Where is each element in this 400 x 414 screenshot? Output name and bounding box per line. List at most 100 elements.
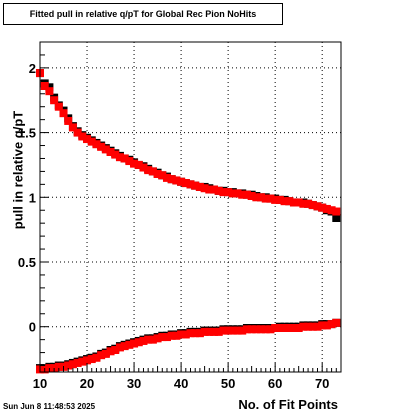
series-1-point [200, 184, 209, 193]
x-tick-label: 30 [127, 376, 141, 391]
series-3-point [318, 321, 327, 330]
y-tick-label: 1.5 [18, 126, 36, 141]
series-1-point [228, 189, 237, 198]
series-3-point [257, 325, 266, 334]
series-3-point [224, 326, 233, 335]
series-1-point [162, 173, 171, 182]
series-3-point [162, 333, 171, 342]
series-3-point [327, 320, 336, 329]
series-1-point [92, 140, 101, 149]
series-1-point [280, 197, 289, 206]
series-3-point [271, 324, 280, 332]
x-tick-label: 70 [315, 376, 329, 391]
series-1-point [214, 186, 223, 195]
data-points [36, 69, 341, 374]
series-3-point [115, 343, 124, 352]
series-1-point [224, 188, 233, 197]
series-1-point [285, 197, 294, 206]
series-1-point [125, 157, 134, 166]
series-3-point [289, 324, 298, 332]
y-tick-label: 2 [29, 61, 36, 76]
series-3-point [130, 339, 139, 348]
series-3-point [120, 342, 129, 351]
series-3-point [111, 346, 120, 354]
x-tick-label: 60 [268, 376, 282, 391]
x-tick-label: 20 [80, 376, 94, 391]
series-3-point [87, 355, 96, 364]
series-1-point [158, 171, 167, 180]
series-3-point [139, 336, 148, 345]
x-tick-label: 10 [33, 376, 47, 391]
series-3-point [280, 324, 289, 332]
series-1-point [219, 188, 228, 197]
series-3-point [153, 334, 162, 343]
series-1-point [106, 148, 115, 156]
series-3-point [68, 360, 77, 369]
series-3-point [125, 340, 134, 349]
series-1-point [54, 102, 63, 111]
timestamp: Sun Jun 8 11:48:53 2025 [3, 402, 96, 411]
series-1-point [101, 145, 110, 154]
series-3-point [332, 318, 341, 327]
series-3-point [144, 335, 153, 344]
series-3-point [275, 324, 284, 332]
series-1-point [153, 170, 162, 178]
series-1-point [205, 185, 214, 194]
y-axis-ticks: 0 0.5 1 1.5 2 [18, 54, 49, 367]
series-3-point [186, 329, 195, 338]
series-1-point [167, 175, 176, 184]
series-1-point [181, 179, 190, 188]
series-1-point [87, 137, 96, 146]
series-1-point [78, 132, 87, 141]
y-tick-label: 0.5 [18, 255, 36, 270]
series-1-point [134, 160, 143, 169]
series-1-point [59, 109, 68, 118]
series-1-point [242, 190, 251, 199]
series-3-point [106, 347, 115, 356]
series-1-point [252, 193, 261, 202]
series-1-point [266, 194, 275, 203]
series-1-point [120, 154, 129, 163]
series-3-point [97, 351, 106, 360]
series-1-point [195, 182, 204, 191]
series-3-point [177, 330, 186, 339]
series-3-point [158, 333, 167, 342]
series-3-point [205, 327, 214, 336]
series-3-point [308, 322, 317, 331]
series-1-point [275, 195, 284, 204]
series-1-point [313, 202, 322, 211]
series-3-point [101, 349, 110, 358]
series-1-point [304, 199, 313, 208]
series-1-point [210, 185, 219, 194]
y-axis-label: pull in relative q/pT [10, 110, 26, 230]
series-1-point [130, 159, 139, 168]
chart-title: Fitted pull in relative q/pT for Global … [3, 3, 283, 25]
series-1-point [289, 198, 298, 207]
series-1-point [177, 177, 186, 186]
series-1-point [186, 180, 195, 189]
series-1-point [139, 163, 148, 172]
series-3-point [261, 325, 270, 334]
series-3-point [252, 325, 261, 334]
series-1-point [144, 166, 153, 175]
series-3-point [73, 358, 82, 367]
y-tick-label: 1 [29, 190, 36, 205]
series-1-point [247, 192, 256, 200]
series-3-point [313, 322, 322, 331]
series-3-point [83, 356, 92, 365]
series-1-point [271, 195, 280, 204]
series-3-point [167, 331, 176, 340]
series-3-point [78, 357, 87, 366]
series-3-point [304, 322, 313, 331]
series-1-point [294, 198, 303, 207]
series-3-point [191, 329, 200, 338]
series-3-point [134, 338, 143, 347]
series-3-point [195, 329, 204, 338]
x-tick-label: 40 [174, 376, 188, 391]
series-1-point [115, 153, 124, 162]
x-axis-label: No. of Fit Points [238, 397, 338, 412]
series-1-point [332, 207, 341, 216]
series-1-point [97, 142, 106, 151]
plot-frame [39, 41, 342, 373]
